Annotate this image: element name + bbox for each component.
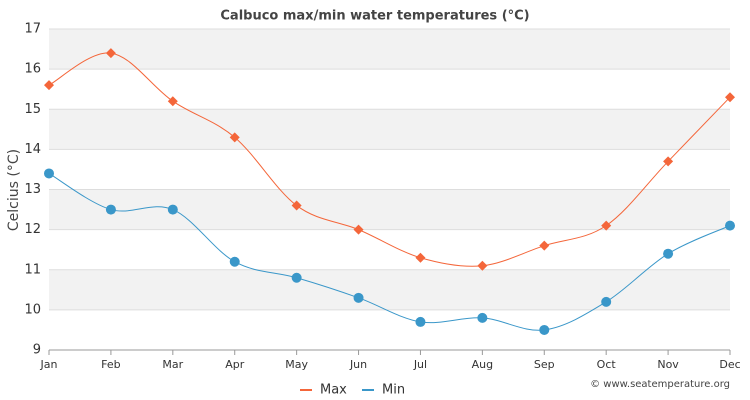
chart-title: Calbuco max/min water temperatures (°C) [220, 9, 529, 24]
x-tick-label: Apr [225, 358, 245, 371]
band [49, 189, 730, 230]
x-tick-label: Jun [349, 358, 367, 371]
x-tick-label: Nov [657, 358, 679, 371]
marker [291, 272, 302, 283]
marker [539, 240, 550, 251]
marker [415, 252, 426, 263]
marker [353, 224, 364, 235]
x-tick-label: Jul [413, 358, 427, 371]
marker [44, 80, 54, 91]
y-tick-label: 14 [24, 142, 41, 157]
marker [229, 132, 240, 143]
credit: © www.seatemperature.org [590, 379, 730, 390]
legend-label: Max [320, 383, 347, 398]
x-tick-label: Sep [534, 358, 555, 371]
marker [44, 168, 54, 179]
x-tick-label: Mar [162, 358, 183, 371]
marker [229, 256, 240, 267]
marker [167, 96, 178, 107]
marker [725, 92, 735, 103]
band [49, 269, 730, 310]
band [49, 29, 730, 70]
marker [477, 260, 488, 271]
y-tick-label: 11 [24, 262, 41, 277]
x-tick-label: May [285, 358, 308, 371]
marker [353, 292, 364, 303]
marker [601, 296, 612, 307]
y-tick-label: 17 [24, 22, 41, 37]
y-tick-label: 15 [24, 102, 41, 117]
marker [167, 204, 178, 215]
x-tick-label: Feb [101, 358, 120, 371]
y-tick-label: 9 [33, 343, 41, 358]
marker [539, 324, 550, 335]
marker [105, 204, 116, 215]
y-tick-label: 16 [24, 62, 41, 77]
band [49, 109, 730, 150]
marker [291, 200, 302, 211]
line [48, 173, 731, 331]
marker [105, 48, 116, 59]
x-tick-label: Oct [597, 358, 617, 371]
marker [725, 220, 735, 231]
x-tick-label: Aug [472, 358, 493, 371]
marker [663, 248, 674, 259]
x-tick-label: Dec [719, 358, 740, 371]
marker [601, 220, 612, 231]
legend-label: Min [382, 383, 405, 398]
line [48, 52, 731, 267]
y-tick-label: 13 [24, 182, 41, 197]
bands [49, 29, 730, 310]
marker [415, 316, 426, 327]
marker [663, 156, 674, 167]
y-axis-label: Celcius (°C) [6, 149, 22, 231]
y-tick-label: 12 [24, 222, 41, 237]
marker [477, 312, 488, 323]
y-tick-label: 10 [24, 302, 41, 317]
x-tick-label: Jan [40, 358, 58, 371]
